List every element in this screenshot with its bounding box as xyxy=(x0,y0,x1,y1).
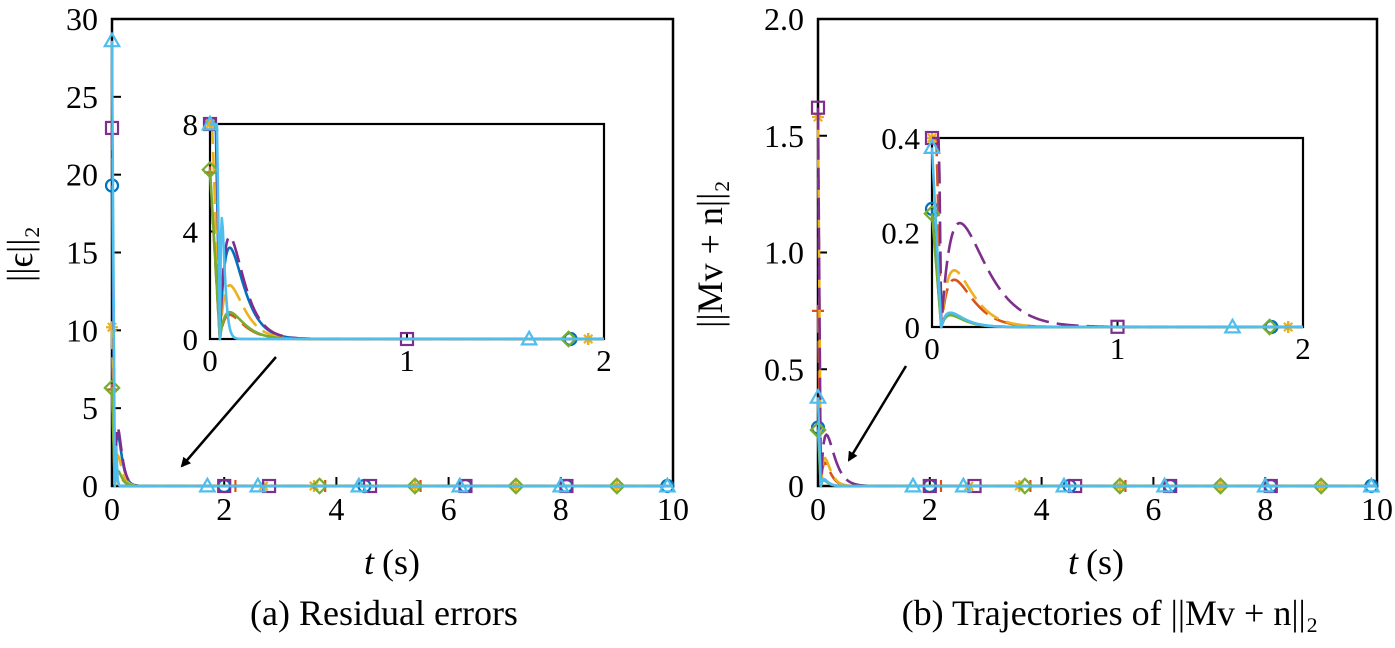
panel-a-series-green-marker xyxy=(507,477,525,495)
panel-b-x-tick-label: 10 xyxy=(1361,491,1393,527)
panel-a-x-tick-label: 2 xyxy=(216,491,232,527)
panel-a-inset: 0 1 2 0 4 8 xyxy=(183,107,612,378)
panel-b-inset-x-tick-label: 0 xyxy=(924,331,940,366)
panel-b-inset-y-tick-label: 0.4 xyxy=(881,121,920,156)
panel-b-inset-y-tick-label: 0 xyxy=(905,310,921,345)
panel-b-inset-y-tick-label: 0.2 xyxy=(881,216,920,251)
panel-a-series-cyan-line xyxy=(110,40,673,488)
panel-b-inset: 0 1 2 0 0.2 0.4 xyxy=(881,121,1311,366)
panel-b-inset-series-cyan-marker xyxy=(1223,317,1242,334)
panel-b-y-tick-label: 1.5 xyxy=(764,118,804,154)
panel-b-x-tick-label: 6 xyxy=(1145,491,1161,527)
panel-a-y-tick-label: 20 xyxy=(66,157,98,193)
panel-a-y-tick-label: 0 xyxy=(82,468,98,504)
panel-a-inset-series-cyan-marker xyxy=(520,329,539,346)
panel-a-y-tick-label: 15 xyxy=(66,235,98,271)
panel-a-y-tick-label: 30 xyxy=(66,1,98,37)
panel-b-series-cyan-marker xyxy=(954,476,973,493)
panel-b-y-tick-label: 1.0 xyxy=(764,235,804,271)
panel-a-series-green-marker xyxy=(406,477,424,495)
panel-a-y-tick-label: 5 xyxy=(82,390,98,426)
panel-b-inset-x-tick-label: 1 xyxy=(1110,331,1126,366)
panel-a-inset-series-green-marker xyxy=(201,160,219,179)
panel-a-series-cyan-marker xyxy=(349,476,368,493)
panel-b-x-axis-label: t (s) xyxy=(1068,542,1124,582)
panel-a-inset-y-tick-label: 0 xyxy=(183,322,199,357)
panel-a-inset-series-cyan-marker xyxy=(200,114,220,131)
panel-b-series-purple-marker xyxy=(810,100,826,115)
panel-b-x-tick-label: 8 xyxy=(1257,491,1273,527)
panel-a-inset-series-green-marker xyxy=(559,330,578,348)
panel-b-series-green-marker xyxy=(1016,477,1034,495)
panel-b-y-axis-label: ||Mv + n||₂ xyxy=(690,180,730,328)
panel-b-series-blue-line xyxy=(816,427,1377,488)
panel-a-series-green-marker xyxy=(310,477,329,495)
panel-a-inset-y-tick-label: 8 xyxy=(183,107,199,142)
panel-b-series-cyan-marker xyxy=(1054,476,1074,493)
panel-b-series-cyan-marker xyxy=(903,476,923,493)
panel-b-inset-series-cyan-line xyxy=(930,147,1304,329)
panel-a-inset-y-tick-label: 4 xyxy=(183,215,199,250)
panel-b-series-green-marker xyxy=(1111,477,1129,495)
panel-b-zoom-arrow xyxy=(847,365,908,462)
panel-a-x-tick-label: 6 xyxy=(441,491,457,527)
panel-a-series-cyan-marker xyxy=(658,476,677,493)
panel-a-inset-x-tick-label: 2 xyxy=(596,343,612,378)
panel-a-x-tick-label: 0 xyxy=(104,491,120,527)
panel-b-inset-x-tick-label: 2 xyxy=(1295,331,1311,366)
panel-a-y-tick-label: 10 xyxy=(66,312,98,348)
panel-b-inset-series-purple-marker xyxy=(924,130,940,146)
panel-a-x-axis-label: t (s) xyxy=(364,542,420,582)
panel-a-inset-series-cyan-line xyxy=(209,122,605,341)
panel-a-series-cyan-marker xyxy=(102,31,122,48)
panel-b-inset-series-green-marker xyxy=(1260,318,1279,336)
panel-a-series-cyan-marker xyxy=(551,476,570,493)
panel-b-inset-series-yellow-line xyxy=(931,136,1304,329)
panel-b-series-cyan-line xyxy=(816,397,1377,488)
panel-b-series-green-marker xyxy=(1211,477,1230,495)
panel-a-y-tick-label: 25 xyxy=(66,79,98,115)
panel-b-series-cyan-marker xyxy=(808,387,828,404)
panel-b-inset-background xyxy=(932,138,1303,327)
panel-b-series-orange-line xyxy=(816,310,1377,488)
panel-a-series-cyan-marker xyxy=(450,476,469,493)
panel-b-series-cyan-marker xyxy=(1155,476,1174,493)
panel-a-series-cyan-marker xyxy=(248,476,267,493)
panel-b-series-orange-marker xyxy=(812,304,824,317)
panel-a-series-yellow-marker xyxy=(106,321,118,334)
panel-a-inset-background xyxy=(210,124,604,339)
panel-a-x-tick-label: 4 xyxy=(328,491,344,527)
panel-b-series-cyan-marker xyxy=(1362,476,1381,493)
panel-a-x-tick-label: 10 xyxy=(657,491,689,527)
panel-a-zoom-arrow xyxy=(180,356,277,468)
panel-a-x-tick-label: 8 xyxy=(553,491,569,527)
panel-a-inset-x-tick-label: 0 xyxy=(202,343,218,378)
panel-b-x-tick-label: 4 xyxy=(1034,491,1050,527)
panel-b-inset-series-cyan-marker xyxy=(922,138,942,154)
panel-b-series-green-line xyxy=(816,429,1377,488)
panel-a-series-green-marker xyxy=(608,477,626,495)
panel-b-series-green-marker xyxy=(1312,477,1330,495)
panel-b: 0 2 4 6 8 10 0 0.5 1.0 1.5 2.0 0 1 2 0 0.2 0.4 ||Mv + n… xyxy=(690,1,1393,633)
panel-a-series-cyan-marker xyxy=(198,476,217,493)
panel-b-inset-series-green-marker xyxy=(923,204,941,223)
panel-b-y-tick-label: 2.0 xyxy=(764,1,804,37)
panel-a-caption: (a) Residual errors xyxy=(250,593,518,633)
panel-a-series-green-marker xyxy=(103,379,121,397)
panel-a-series-orange-line xyxy=(110,389,673,488)
panel-b-y-tick-label: 0.5 xyxy=(764,351,804,387)
panel-b-series-cyan-marker xyxy=(1256,476,1275,493)
panel-b-x-tick-label: 2 xyxy=(922,491,938,527)
panel-b-x-tick-label: 0 xyxy=(810,491,826,527)
panel-b-caption: (b) Trajectories of ||Mv + n||₂ xyxy=(902,593,1319,633)
panel-a-y-axis-label: ||ϵ||₂ xyxy=(0,226,40,282)
panel-a-series-green-line xyxy=(110,387,673,488)
panel-b-y-tick-label: 0 xyxy=(788,468,804,504)
panel-a-inset-x-tick-label: 1 xyxy=(399,343,415,378)
